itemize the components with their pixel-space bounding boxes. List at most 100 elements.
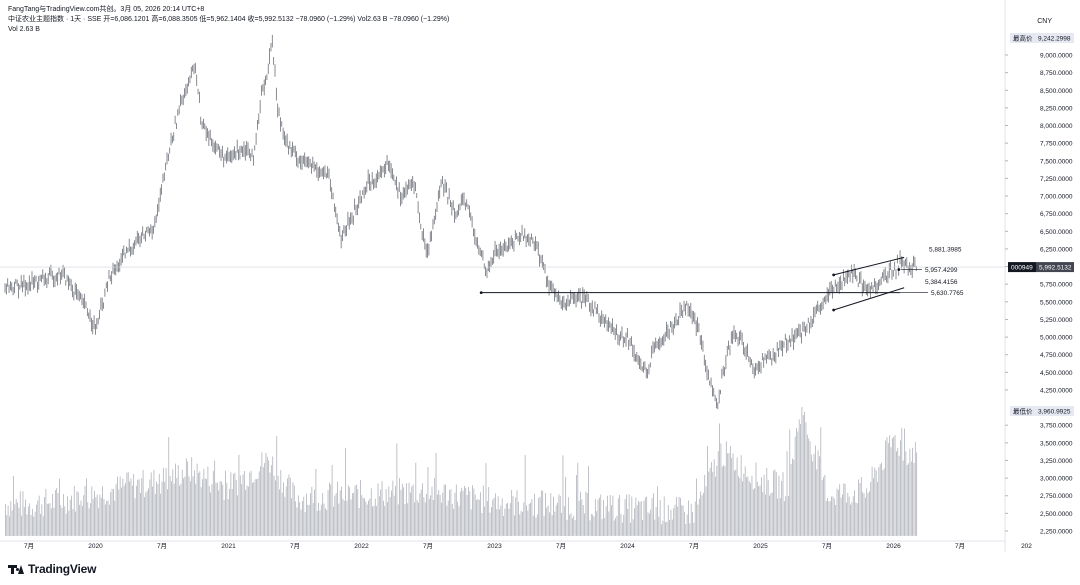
volume-bar	[253, 482, 255, 536]
volume-bar	[835, 505, 837, 536]
volume-bar	[262, 467, 264, 536]
volume-bar	[875, 470, 877, 536]
volume-bar	[769, 495, 770, 536]
volume-bar	[153, 470, 155, 536]
volume-bar	[29, 503, 31, 536]
volume-bar	[269, 472, 271, 536]
volume-bar	[461, 488, 463, 536]
volume-bar	[492, 499, 494, 536]
volume-bar	[848, 496, 850, 536]
volume-bar	[266, 456, 268, 536]
volume-bar	[675, 497, 677, 536]
volume-bar	[630, 522, 631, 536]
volume-bar	[61, 508, 63, 536]
volume-bar	[854, 490, 855, 536]
volume-bar	[681, 505, 683, 536]
volume-bar	[289, 477, 291, 536]
volume-bar	[261, 452, 263, 536]
time-tick-label: 7月	[423, 542, 433, 550]
volume-bar	[445, 484, 446, 536]
volume-bar	[279, 489, 280, 536]
volume-bar	[346, 500, 348, 536]
volume-bar	[276, 436, 278, 536]
volume-bar	[32, 508, 33, 536]
channel-upper-line[interactable]	[833, 256, 905, 276]
volume-bar	[265, 452, 267, 536]
volume-bar	[767, 480, 769, 536]
volume-bar	[686, 514, 688, 536]
symbol-badge-label: 000949	[1011, 265, 1033, 272]
volume-bar	[351, 493, 353, 536]
volume-bar	[805, 422, 807, 536]
price-tick-label: 8,500.0000	[1040, 88, 1073, 95]
volume-bar	[620, 514, 622, 536]
volume-bar	[121, 487, 122, 536]
volume-bar	[789, 429, 791, 536]
volume-bar	[535, 517, 537, 536]
volume-bar	[773, 470, 774, 536]
volume-bar	[231, 488, 233, 536]
volume-bar	[412, 484, 414, 536]
volume-bar	[9, 516, 10, 536]
volume-bar	[219, 481, 221, 536]
volume-bar	[532, 515, 534, 536]
volume-bar	[881, 462, 882, 536]
volume-bar	[110, 492, 112, 536]
channel-anchor-point[interactable]	[832, 273, 836, 277]
volume-bar	[473, 488, 475, 536]
volume-bar	[511, 490, 513, 536]
volume-bar	[432, 500, 434, 536]
volume-bar	[451, 503, 453, 536]
volume-bar	[534, 493, 535, 536]
time-tick-label: 2024	[620, 543, 635, 550]
tradingview-logo[interactable]: TradingView	[8, 562, 96, 576]
volume-bar	[806, 434, 808, 536]
volume-bar	[391, 490, 392, 536]
symbol-info-line[interactable]: 中证农业主题指数 · 1天 · SSE 开=6,086.1201 高=6,088…	[8, 16, 450, 23]
volume-bar	[582, 505, 584, 536]
volume-bar	[813, 453, 815, 536]
volume-bar	[497, 496, 499, 536]
volume-bar	[225, 470, 226, 536]
channel-lower-line[interactable]	[833, 287, 905, 311]
channel-anchor-point[interactable]	[832, 308, 836, 312]
level-anchor-point[interactable]	[479, 291, 483, 294]
volume-bar	[414, 502, 415, 536]
volume-bar	[554, 511, 556, 536]
volume-bar	[711, 462, 712, 536]
volume-bar	[701, 495, 703, 536]
price-tick-label: 2,750.0000	[1040, 493, 1073, 500]
volume-bar	[626, 494, 627, 536]
volume-bar	[291, 498, 292, 536]
volume-bar	[793, 459, 795, 536]
volume-bar	[316, 511, 318, 536]
volume-bar	[311, 486, 313, 536]
volume-bar	[522, 511, 523, 536]
volume-bar	[268, 460, 270, 536]
volume-bar	[140, 493, 141, 536]
volume-bar	[663, 496, 665, 536]
volume-bar	[869, 491, 870, 536]
volume-bar	[874, 467, 876, 536]
volume-bar	[802, 415, 804, 536]
volume-bar	[248, 486, 249, 536]
price-point-marker[interactable]	[897, 268, 901, 271]
volume-bar	[837, 489, 839, 536]
volume-bar	[717, 451, 719, 536]
volume-bar	[441, 502, 442, 536]
volume-bar	[545, 493, 546, 536]
volume-bar	[172, 469, 174, 536]
volume-bar	[168, 437, 170, 536]
volume-bar	[555, 505, 557, 536]
volume-info-line[interactable]: Vol 2.63 B	[8, 26, 40, 33]
attribution-text: FangTang与TradingView.com共创。3月 05, 2026 2…	[8, 6, 205, 13]
time-tick-label: 7月	[955, 542, 965, 550]
volume-bar	[715, 476, 716, 536]
volume-bar	[40, 513, 41, 536]
volume-bar	[446, 505, 448, 536]
volume-bar	[742, 481, 743, 536]
volume-bar	[685, 524, 687, 536]
volume-bar	[732, 453, 734, 536]
volume-bar	[796, 428, 797, 536]
